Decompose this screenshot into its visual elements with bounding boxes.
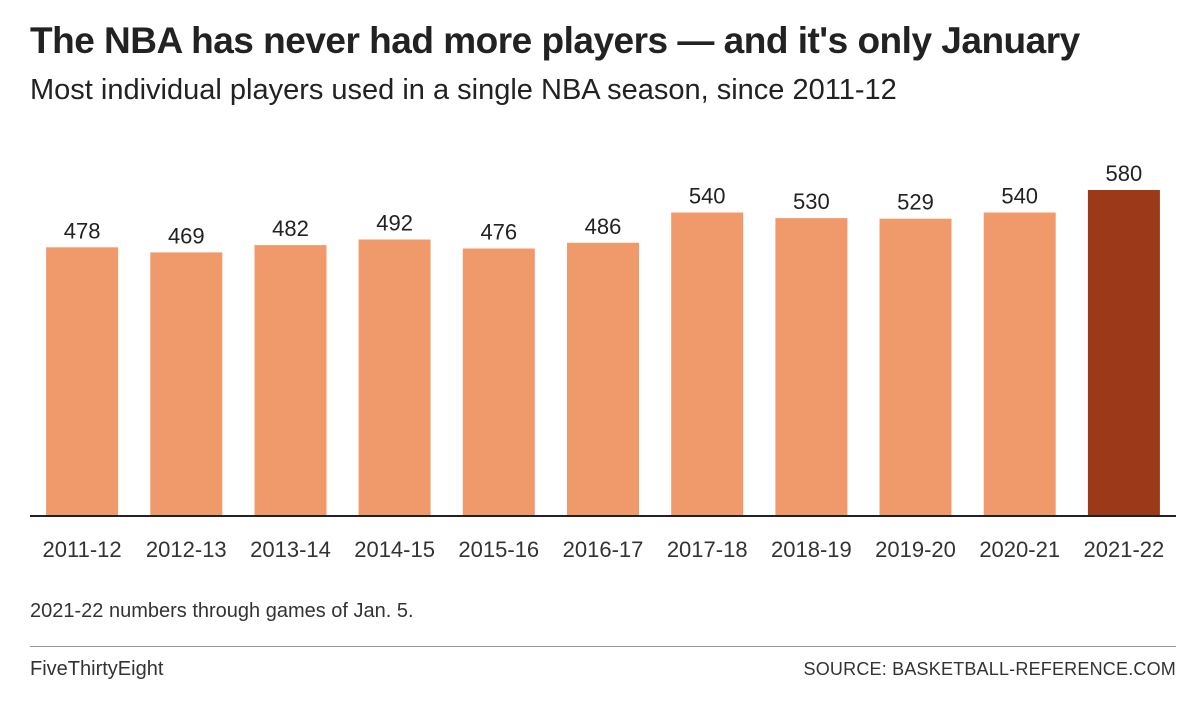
data-label-2015-16: 476 xyxy=(480,220,517,245)
x-tick-label-2019-20: 2019-20 xyxy=(875,537,956,562)
chart-note: 2021-22 numbers through games of Jan. 5. xyxy=(30,600,414,622)
bar-2014-15 xyxy=(358,239,431,516)
x-tick-label-2013-14: 2013-14 xyxy=(250,537,331,562)
source-label: SOURCE: BASKETBALL-REFERENCE.COM xyxy=(803,659,1176,679)
data-label-2014-15: 492 xyxy=(376,211,413,236)
bar-2021-22 xyxy=(1087,190,1160,516)
bar-2012-13 xyxy=(150,252,223,516)
x-tick-label-2016-17: 2016-17 xyxy=(563,537,644,562)
data-label-2018-19: 530 xyxy=(793,189,830,214)
bar-2019-20 xyxy=(879,218,952,516)
x-tick-label-2021-22: 2021-22 xyxy=(1084,537,1165,562)
data-label-2021-22: 580 xyxy=(1106,161,1143,186)
data-label-2017-18: 540 xyxy=(689,184,726,209)
x-tick-label-2014-15: 2014-15 xyxy=(354,537,435,562)
x-tick-label-2018-19: 2018-19 xyxy=(771,537,852,562)
bar-2018-19 xyxy=(775,218,848,516)
bar-2020-21 xyxy=(983,212,1056,516)
data-label-2016-17: 486 xyxy=(585,214,622,239)
data-label-2011-12: 478 xyxy=(64,218,101,243)
data-label-2019-20: 529 xyxy=(897,190,934,215)
data-label-2013-14: 482 xyxy=(272,216,309,241)
x-tick-label-2012-13: 2012-13 xyxy=(146,537,227,562)
x-tick-label-2020-21: 2020-21 xyxy=(979,537,1060,562)
x-tick-label-2015-16: 2015-16 xyxy=(458,537,539,562)
bar-2016-17 xyxy=(567,242,639,517)
footer-divider xyxy=(30,646,1176,647)
data-label-2020-21: 540 xyxy=(1001,184,1038,209)
bar-2015-16 xyxy=(462,248,535,516)
bar-2011-12 xyxy=(46,247,119,517)
bar-2013-14 xyxy=(254,245,327,516)
brand-label: FiveThirtyEight xyxy=(30,658,164,680)
data-label-2012-13: 469 xyxy=(168,223,205,248)
x-tick-label-2011-12: 2011-12 xyxy=(43,537,122,562)
bar-2017-18 xyxy=(671,212,744,516)
bar-chart: 478 2011-12 469 2012-13 482 2013-14 492 2014-15… xyxy=(30,161,1176,562)
x-tick-label-2017-18: 2017-18 xyxy=(667,537,748,562)
chart-title: The NBA has never had more players — and… xyxy=(30,20,1080,61)
chart-subtitle: Most individual players used in a single… xyxy=(30,74,897,106)
